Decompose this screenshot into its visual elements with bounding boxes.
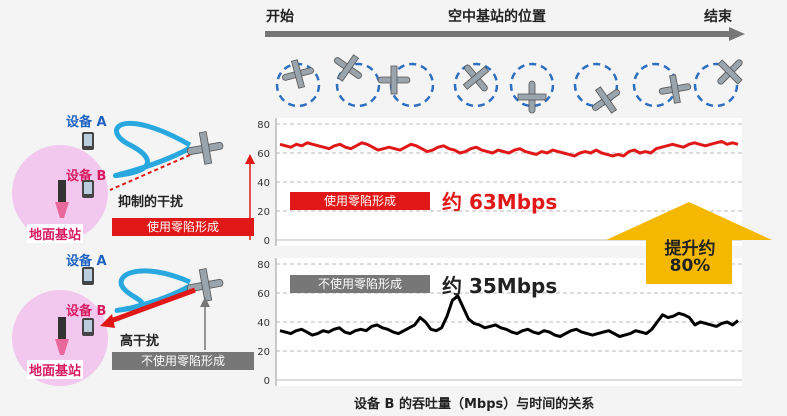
timeline-arrow-svg [265,27,745,41]
y-tick-label: 60 [257,289,270,300]
y-tick-label: 20 [257,347,270,358]
with-nulling-tag-left: 使用零陷形成 [112,218,254,236]
left-illustration-svg [55,120,255,355]
y-tick-label: 0 [264,236,270,247]
ground-station-label-bottom: 地面基站 [27,360,84,379]
y-tick-label: 80 [257,260,270,271]
high-interference-label: 高干扰 [120,334,160,349]
left-illustration [0,100,265,400]
device-b-label-top: 设备 B [66,169,107,184]
plane-positions [270,52,760,122]
header-start: 开始 [266,9,294,25]
timeline-arrow [265,26,745,41]
without-nulling-rate: 约 35Mbps [442,274,558,298]
y-tick-label: 80 [257,120,270,131]
with-nulling-rate: 约 63Mbps [442,190,558,214]
y-tick-label: 20 [257,207,270,218]
device-b-label-bottom: 设备 B [66,304,107,319]
device-a-label-bottom: 设备 A [66,254,107,269]
without-nulling-tag-left: 不使用零陷形成 [112,352,254,370]
y-tick-label: 60 [257,149,270,160]
without-nulling-tag: 不使用零陷形成 [290,275,430,293]
improvement-line1: 提升约 [664,239,716,259]
chart-xlabel: 设备 B 的吞吐量（Mbps）与时间的关系 [354,397,595,412]
y-tick-label: 0 [264,376,270,387]
device-a-label-top: 设备 A [66,115,107,130]
improvement-arrow [604,200,774,286]
suppress-label: 抑制的干扰 [118,195,184,210]
y-tick-label: 40 [257,318,270,329]
plane-positions-svg [275,54,743,114]
header-middle: 空中基站的位置 [448,9,546,25]
improvement-arrow-svg [606,202,772,284]
series-line [279,139,739,158]
series-line [279,294,739,338]
with-nulling-tag: 使用零陷形成 [290,192,430,210]
y-tick-label: 40 [257,178,270,189]
header-end: 结束 [704,9,732,25]
ground-station-label-top: 地面基站 [27,224,84,243]
improvement-line2: 80% [669,256,711,276]
